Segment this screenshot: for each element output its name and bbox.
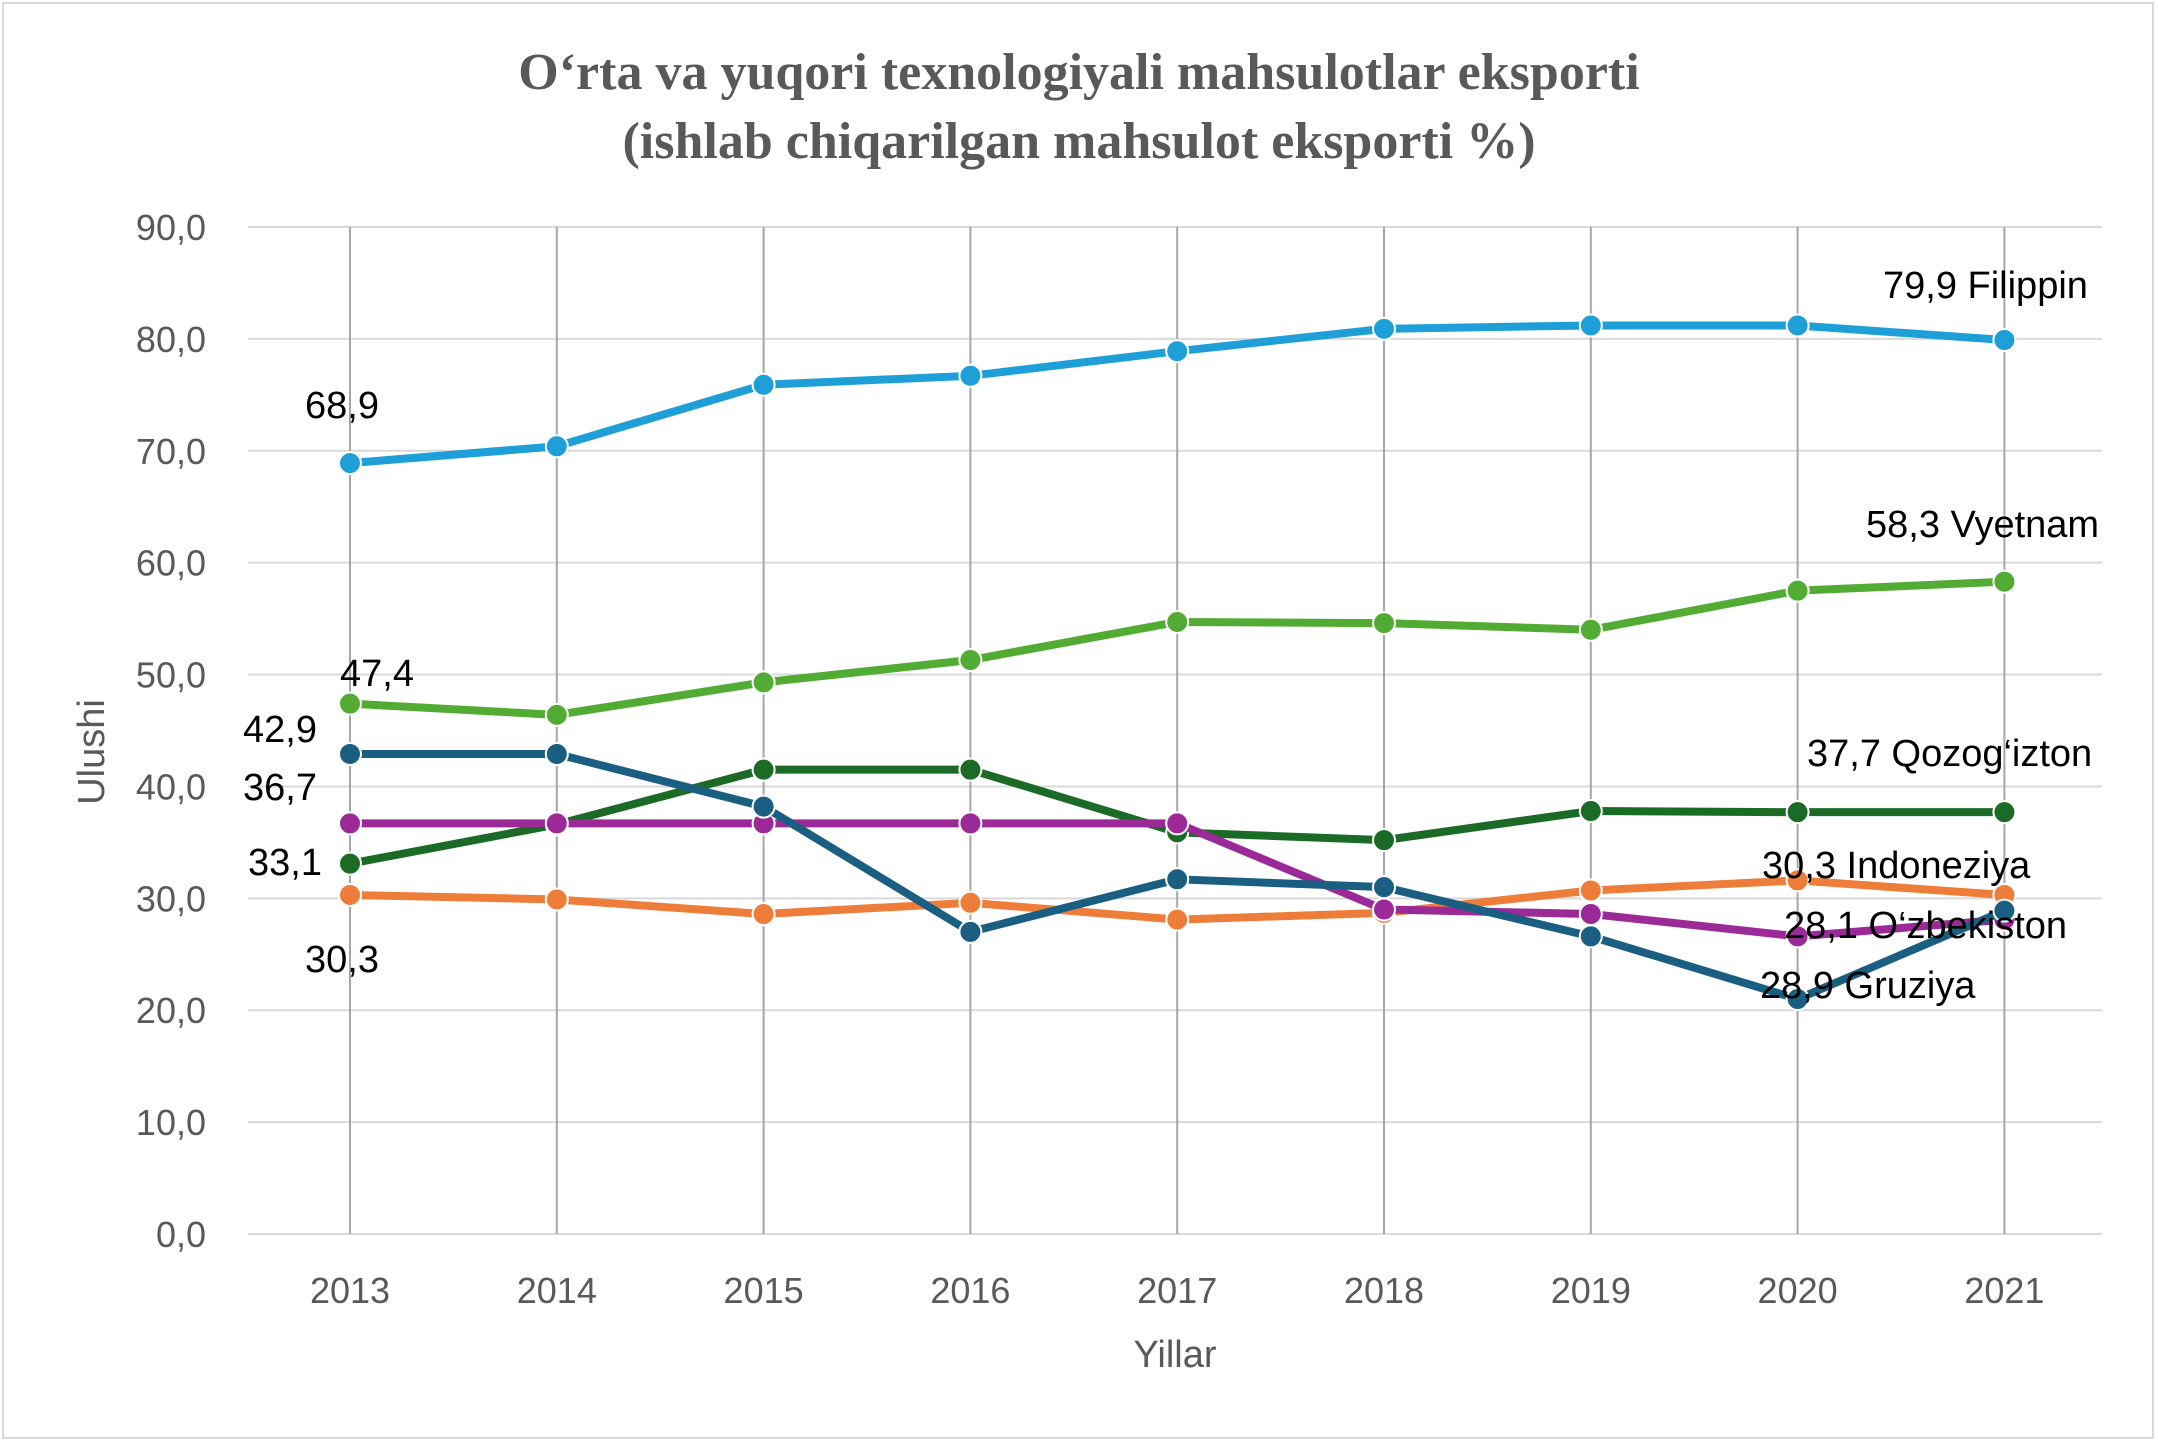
data-point <box>1165 907 1190 932</box>
data-point <box>338 811 362 836</box>
data-point <box>751 794 776 819</box>
data-point <box>1785 868 1810 893</box>
data-point <box>958 648 983 673</box>
data-point <box>1785 987 1810 1012</box>
data-point <box>1992 328 2017 353</box>
data-point <box>338 851 362 876</box>
data-label: 37,7 Qozog‘izton <box>1807 733 2092 775</box>
data-point <box>1372 897 1396 922</box>
data-point <box>544 741 569 766</box>
y-axis-label: Ulushi <box>71 699 113 805</box>
x-tick-label: 2016 <box>930 1270 1010 1311</box>
data-label: 30,3 <box>305 939 379 981</box>
series-O‘zbekiston <box>338 811 2017 949</box>
data-label: 28,1 O‘zbekiston <box>1784 905 2067 947</box>
annotations-group: 68,9 47,4 42,9 36,7 33,1 30,3 79,9 Filippin 58,… <box>243 265 2099 1007</box>
y-tick-label: 40,0 <box>136 766 206 807</box>
series-Vyetnam <box>338 569 2017 727</box>
data-label: 28,9 Gruziya <box>1760 965 1976 1007</box>
data-point <box>958 811 983 836</box>
series-Filippin <box>338 313 2017 476</box>
data-point <box>1578 924 1603 949</box>
y-tick-label: 50,0 <box>136 655 206 696</box>
x-tick-label: 2019 <box>1551 1270 1631 1311</box>
data-point <box>1165 811 1190 836</box>
data-point <box>1372 828 1396 853</box>
data-point <box>751 670 776 695</box>
data-point <box>338 451 362 476</box>
y-tick-label: 30,0 <box>136 878 206 919</box>
data-point <box>1165 339 1190 364</box>
data-point <box>751 372 776 397</box>
data-point <box>338 882 362 907</box>
x-tick-label: 2020 <box>1758 1270 1838 1311</box>
y-axis-ticks: 0,0 10,0 20,0 30,0 40,0 50,0 60,0 70,0 80,0 90,0 <box>136 207 206 1255</box>
y-tick-label: 0,0 <box>156 1214 206 1255</box>
data-point <box>1785 313 1810 338</box>
data-point <box>544 702 569 727</box>
x-axis-label: Yillar <box>1133 1334 1216 1376</box>
x-axis-ticks: 2013 2014 2015 2016 2017 2018 2019 2020 2021 <box>310 1270 2044 1311</box>
data-point <box>1992 898 2017 923</box>
series-Gruziya <box>338 741 2017 1012</box>
chart-title-line-2: (ishlab chiqarilgan mahsulot eksporti %) <box>622 113 1535 170</box>
data-point <box>1165 867 1190 892</box>
data-label: 68,9 <box>305 385 379 427</box>
data-point <box>1785 578 1810 603</box>
data-label: 47,4 <box>340 653 414 695</box>
y-tick-label: 90,0 <box>136 207 206 248</box>
data-point <box>1578 799 1603 824</box>
data-label: 79,9 Filippin <box>1883 265 2088 307</box>
x-tick-label: 2018 <box>1344 1270 1424 1311</box>
data-label: 30,3 Indoneziya <box>1762 845 2031 887</box>
y-tick-label: 80,0 <box>136 319 206 360</box>
data-label: 33,1 <box>248 842 322 884</box>
series-group <box>338 313 2017 1012</box>
data-point <box>1992 800 2017 825</box>
y-tick-label: 60,0 <box>136 543 206 584</box>
gridlines <box>248 226 2102 1235</box>
data-point <box>751 901 776 926</box>
x-tick-label: 2021 <box>1964 1270 2044 1311</box>
data-point <box>1165 609 1190 634</box>
data-point <box>958 757 983 782</box>
data-point <box>544 434 569 459</box>
data-point <box>958 363 983 388</box>
x-tick-label: 2014 <box>517 1270 597 1311</box>
data-point <box>1578 878 1603 903</box>
y-tick-label: 70,0 <box>136 431 206 472</box>
data-point <box>958 890 983 915</box>
x-tick-label: 2017 <box>1137 1270 1217 1311</box>
data-point <box>1578 313 1603 338</box>
y-tick-label: 20,0 <box>136 990 206 1031</box>
data-point <box>1578 617 1603 642</box>
x-tick-label: 2013 <box>310 1270 390 1311</box>
data-point <box>338 741 362 766</box>
data-label: 58,3 Vyetnam <box>1866 504 2099 546</box>
data-label: 42,9 <box>243 709 317 751</box>
x-tick-label: 2015 <box>724 1270 804 1311</box>
data-point <box>958 919 983 944</box>
data-point <box>1372 316 1396 341</box>
data-point <box>544 811 569 836</box>
data-point <box>1372 875 1396 900</box>
data-point <box>1785 800 1810 825</box>
data-point <box>1785 924 1810 949</box>
data-point <box>1372 611 1396 636</box>
chart-title-line-1: O‘rta va yuqori texnologiyali mahsulotla… <box>518 44 1639 101</box>
data-point <box>751 757 776 782</box>
data-point <box>1992 569 2017 594</box>
y-tick-label: 10,0 <box>136 1102 206 1143</box>
data-point <box>544 887 569 912</box>
data-label: 36,7 <box>243 767 317 809</box>
data-point <box>338 691 362 716</box>
data-point <box>1578 901 1603 926</box>
